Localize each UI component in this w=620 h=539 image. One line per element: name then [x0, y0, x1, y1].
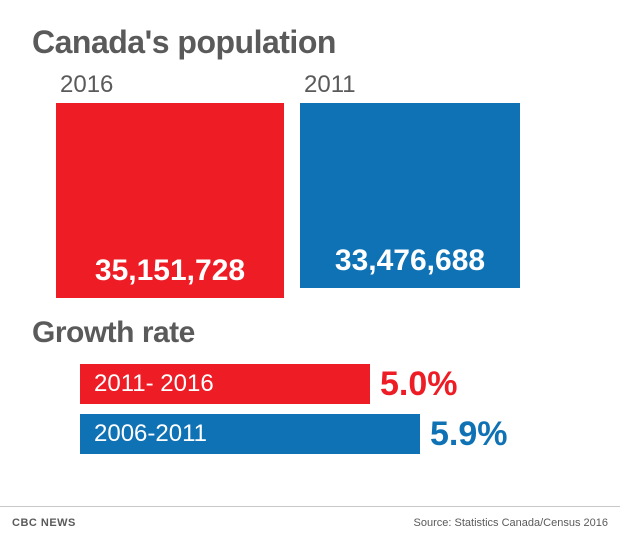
growth-rows: 2011- 2016 5.0% 2006-2011 5.9%	[80, 364, 588, 454]
growth-bar: 2006-2011	[80, 414, 420, 454]
population-block: 35,151,728	[56, 103, 284, 298]
population-item-2016: 2016 35,151,728	[56, 71, 284, 298]
population-blocks: 2016 35,151,728 2011 33,476,688	[56, 71, 588, 298]
growth-value: 5.0%	[380, 365, 458, 404]
population-value: 33,476,688	[335, 244, 485, 278]
page-title: Canada's population	[32, 24, 588, 61]
population-item-2011: 2011 33,476,688	[300, 71, 520, 298]
population-block: 33,476,688	[300, 103, 520, 288]
footer: CBC NEWS Source: Statistics Canada/Censu…	[0, 506, 620, 539]
footer-source-left: CBC NEWS	[12, 517, 76, 529]
population-year: 2016	[56, 71, 284, 99]
growth-title: Growth rate	[32, 316, 588, 350]
growth-bar: 2011- 2016	[80, 364, 370, 404]
growth-value: 5.9%	[430, 415, 508, 454]
population-year: 2011	[300, 71, 520, 99]
growth-row: 2011- 2016 5.0%	[80, 364, 588, 404]
growth-period: 2006-2011	[94, 420, 207, 448]
population-value: 35,151,728	[95, 254, 245, 288]
footer-source-right: Source: Statistics Canada/Census 2016	[414, 517, 608, 529]
growth-row: 2006-2011 5.9%	[80, 414, 588, 454]
growth-period: 2011- 2016	[94, 370, 214, 398]
